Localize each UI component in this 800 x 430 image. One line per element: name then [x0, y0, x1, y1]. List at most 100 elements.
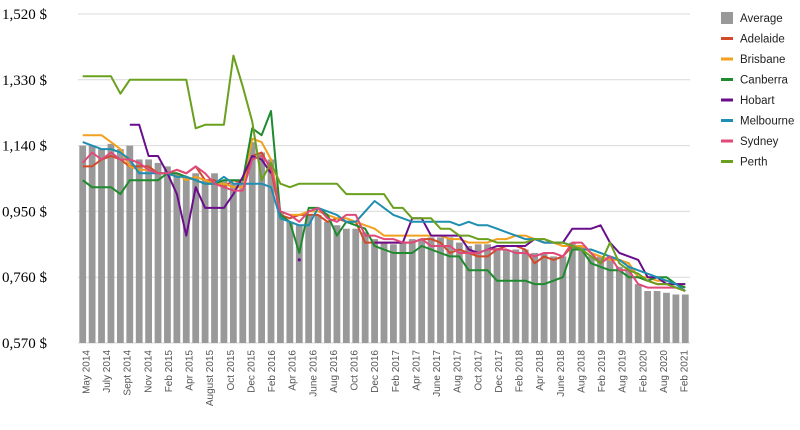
- bar-average: [286, 221, 294, 343]
- bar-average: [427, 237, 435, 343]
- bar-average: [173, 173, 181, 343]
- x-tick-label: Dec 2015: [247, 350, 258, 393]
- bar-average: [107, 143, 115, 343]
- bar-average: [484, 244, 491, 343]
- bar-average: [201, 180, 209, 343]
- bar-average: [248, 142, 256, 343]
- y-tick-label: 0,570 $: [2, 336, 48, 352]
- x-tick-label: Feb 2020: [638, 350, 649, 393]
- bar-average: [399, 242, 407, 343]
- legend-swatch: [721, 12, 733, 24]
- bar-average: [644, 291, 652, 343]
- y-tick-label: 0,760 $: [2, 270, 48, 286]
- bar-average: [126, 145, 134, 343]
- legend-label: Hobart: [740, 95, 775, 107]
- x-tick-label: Oct 2016: [350, 350, 361, 391]
- bar-average: [98, 149, 105, 343]
- x-tick-label: June 2016: [308, 350, 319, 397]
- legend-label: Sydney: [740, 136, 779, 148]
- bar-average: [295, 225, 303, 343]
- x-tick-label: June 2018: [556, 350, 567, 397]
- bar-average: [182, 176, 190, 343]
- bar-average: [116, 149, 124, 343]
- series-line-hobart: [374, 217, 686, 286]
- bar-average: [465, 246, 473, 343]
- bar-average: [512, 249, 520, 343]
- bar-average: [493, 247, 501, 343]
- x-tick-label: Nov 2014: [143, 350, 154, 393]
- legend-item-sydney: Sydney: [721, 136, 779, 148]
- x-tick-label: Sept 2014: [123, 350, 134, 396]
- bar-average: [79, 145, 87, 343]
- bar-average: [371, 239, 378, 343]
- legend-label: Average: [740, 13, 783, 25]
- x-tick-label: Aug 2019: [618, 350, 629, 393]
- bar-average: [164, 166, 171, 343]
- legend-item-hobart: Hobart: [721, 95, 775, 107]
- bar-average: [521, 249, 529, 343]
- bar-average: [267, 159, 275, 343]
- bar-average: [568, 242, 576, 343]
- legend-label: Canberra: [740, 75, 789, 87]
- bar-series-average: [79, 142, 689, 343]
- legend-item-perth: Perth: [721, 157, 768, 169]
- x-tick-label: Feb 2018: [515, 350, 526, 393]
- legend-swatch: [721, 98, 733, 102]
- bar-average: [474, 244, 482, 343]
- x-tick-label: Feb 2016: [267, 350, 278, 393]
- bar-average: [352, 228, 360, 343]
- x-tick-label: Dec 2017: [494, 350, 505, 393]
- x-tick-label: Aug 2020: [659, 350, 670, 393]
- bar-average: [220, 180, 228, 343]
- x-tick-label: Dec 2016: [370, 350, 381, 393]
- x-tick-label: Aug 2017: [453, 350, 464, 393]
- bar-average: [615, 266, 623, 343]
- x-axis-ticks: May 2014 July 2014 Sept 2014 Nov 2014 Feb 20…: [82, 350, 691, 407]
- bar-average: [503, 249, 510, 343]
- y-axis-ticks: 0,570 $ 0,760 $ 0,950 $ 1,140 $ 1,330 $ 1,520…: [2, 7, 48, 352]
- legend-label: Brisbane: [740, 54, 785, 66]
- bar-average: [606, 256, 614, 343]
- series-line-hobart: [297, 258, 301, 262]
- bar-average: [634, 284, 642, 343]
- legend-swatch: [721, 139, 733, 143]
- legend-label: Melbourne: [740, 116, 794, 128]
- bar-average: [550, 256, 557, 343]
- bar-average: [597, 256, 604, 343]
- legend-swatch: [721, 78, 733, 81]
- bar-average: [446, 237, 454, 343]
- bar-average: [672, 294, 680, 343]
- y-tick-label: 1,520 $: [2, 7, 48, 23]
- legend: Average Adelaide Brisbane Canberra Hobart Mel…: [721, 12, 794, 169]
- y-tick-label: 0,950 $: [2, 204, 48, 220]
- x-tick-label: Oct 2017: [473, 350, 484, 391]
- x-tick-label: Aug 2018: [576, 350, 587, 393]
- x-tick-label: Aug 2016: [329, 350, 340, 393]
- legend-item-melbourne: Melbourne: [721, 116, 794, 128]
- x-tick-label: May 2014: [82, 350, 93, 394]
- bar-average: [455, 242, 463, 343]
- bar-average: [540, 252, 548, 343]
- bar-average: [380, 242, 388, 343]
- bar-average: [88, 145, 96, 343]
- y-tick-label: 1,140 $: [2, 139, 48, 155]
- line-series: [81, 54, 686, 293]
- x-tick-label: Apr 2015: [185, 350, 196, 391]
- bar-average: [681, 294, 689, 343]
- legend-item-canberra: Canberra: [721, 75, 789, 87]
- bar-average: [663, 292, 670, 343]
- bar-average: [361, 232, 369, 343]
- legend-item-average: Average: [721, 12, 783, 25]
- bar-average: [145, 159, 153, 343]
- legend-swatch: [721, 37, 733, 40]
- x-tick-label: Feb 2019: [597, 350, 608, 393]
- x-tick-label: Feb 2017: [391, 350, 402, 393]
- bar-average: [587, 256, 595, 343]
- x-tick-label: August 2015: [205, 350, 216, 407]
- bar-average: [277, 211, 284, 343]
- bar-average: [625, 266, 633, 343]
- bar-average: [418, 239, 426, 343]
- bar-average: [135, 159, 143, 343]
- legend-item-adelaide: Adelaide: [721, 34, 785, 46]
